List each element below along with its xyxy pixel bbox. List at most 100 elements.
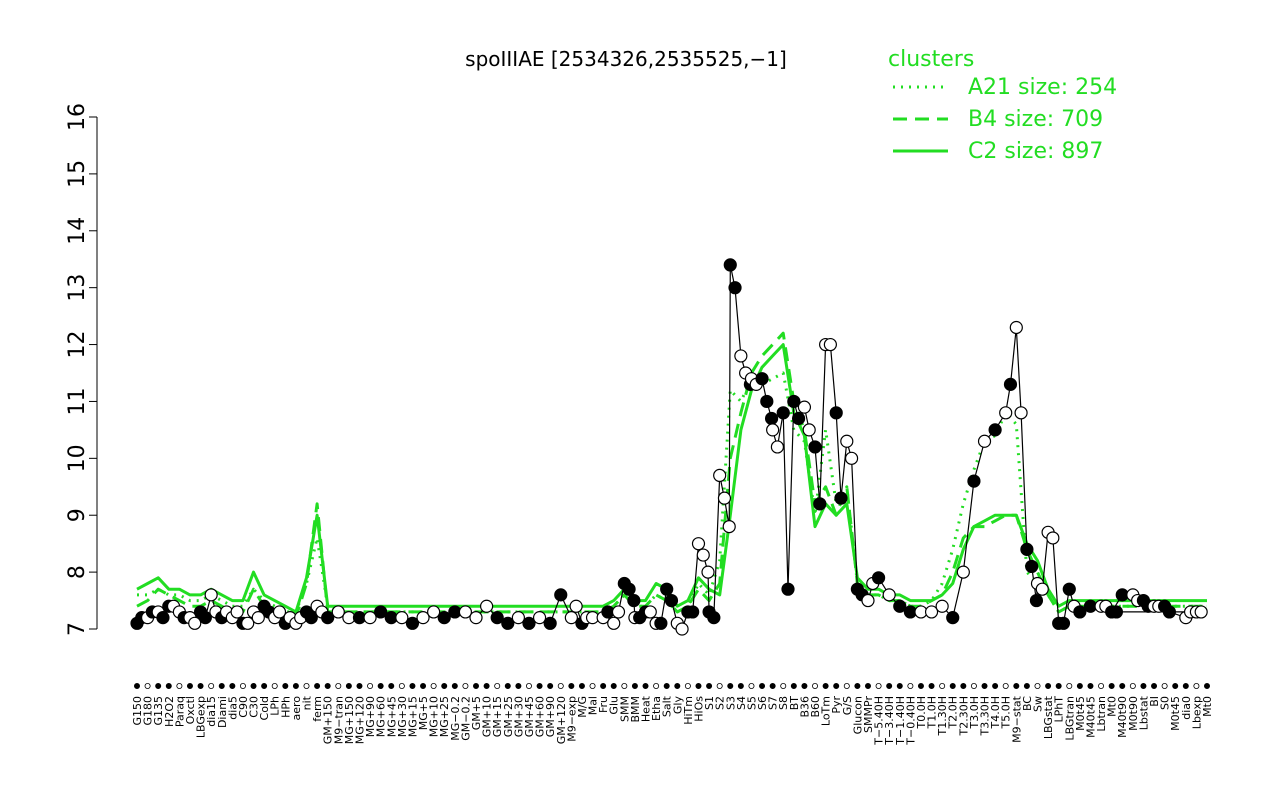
y-tick-label: 12	[65, 331, 90, 359]
x-tick-marker	[494, 683, 501, 690]
x-tick-marker	[282, 683, 289, 690]
x-tick-marker	[843, 683, 850, 690]
x-tick-label: M40t90	[1116, 696, 1129, 738]
x-tick-label: S8	[777, 696, 790, 710]
x-tick-label: Lbtran	[1095, 696, 1108, 732]
x-tick-label: MG+60	[375, 696, 388, 737]
data-point	[664, 593, 679, 608]
data-point	[760, 394, 774, 409]
data-point	[734, 349, 748, 363]
cluster-line-2	[136, 331, 1207, 620]
x-tick-marker	[483, 683, 490, 690]
x-tick-label: BC	[1021, 696, 1034, 711]
data-point	[755, 372, 769, 386]
x-tick-marker	[409, 683, 416, 690]
x-tick-label: M9−stat	[1010, 695, 1023, 742]
data-point	[643, 605, 657, 619]
x-tick-label: S0	[1159, 696, 1172, 710]
y-tick-label: 11	[65, 387, 90, 415]
x-tick-marker	[292, 683, 299, 690]
data-point	[427, 605, 441, 619]
x-tick-marker	[621, 683, 628, 690]
x-tick-marker	[769, 683, 776, 690]
x-tick-marker	[473, 683, 480, 690]
x-tick-label: S7	[767, 696, 780, 710]
data-point	[363, 611, 377, 625]
x-tick-marker	[1055, 683, 1062, 690]
x-tick-marker	[716, 683, 723, 690]
data-point	[723, 258, 737, 272]
x-tick-marker	[833, 683, 840, 690]
data-point	[935, 599, 949, 613]
data-point	[1162, 605, 1176, 619]
data-point	[770, 440, 785, 454]
x-tick-label: G180	[142, 696, 155, 726]
data-point	[1003, 377, 1018, 391]
x-tick-label: Mt0	[1106, 696, 1119, 717]
x-tick-marker	[992, 683, 999, 690]
x-tick-label: G/S	[841, 696, 854, 715]
x-tick-label: Lbexp	[1190, 696, 1203, 729]
x-tick-marker	[441, 683, 448, 690]
x-tick-label: GM+5	[470, 696, 483, 730]
x-tick-label: Diami	[216, 696, 229, 728]
data-point	[791, 411, 806, 426]
x-tick-marker	[674, 683, 681, 690]
data-point	[844, 451, 859, 465]
x-tick-label: Heat	[640, 695, 653, 722]
x-tick-label: T3.0H	[968, 696, 981, 729]
x-tick-marker	[1076, 683, 1083, 690]
x-tick-marker	[165, 683, 172, 690]
data-point	[437, 611, 451, 625]
data-point	[622, 582, 636, 596]
x-tick-label: B60	[809, 696, 822, 718]
x-tick-label: SMM	[618, 696, 631, 722]
data-point	[321, 611, 335, 625]
data-point	[691, 537, 706, 551]
data-point	[764, 411, 779, 426]
data-point	[1025, 559, 1039, 574]
x-tick-label: Lbstat	[1137, 695, 1150, 730]
x-tick-label: M0t45	[1169, 696, 1182, 731]
x-tick-label: aero	[290, 696, 303, 721]
x-tick-label: MG+5	[417, 696, 430, 730]
x-tick-label: GM+10	[481, 696, 494, 737]
x-tick-marker	[271, 683, 278, 690]
data-point	[554, 588, 568, 602]
x-tick-marker	[335, 683, 342, 690]
data-point	[1062, 582, 1076, 596]
data-point	[458, 605, 473, 619]
data-point	[611, 605, 626, 619]
data-point	[654, 616, 668, 630]
x-tick-label: MG+120	[353, 696, 366, 744]
x-tick-label: Pyr	[830, 696, 843, 714]
x-tick-marker	[960, 683, 967, 690]
x-tick-marker	[515, 683, 522, 690]
x-tick-label: GM+60	[534, 696, 547, 737]
cluster-line-1	[137, 371, 1207, 614]
data-point	[834, 491, 848, 505]
data-point	[686, 605, 700, 619]
x-tick-marker	[504, 683, 511, 690]
x-tick-label: G150	[131, 696, 144, 726]
x-tick-label: T1.0H	[926, 696, 939, 729]
x-tick-marker	[1129, 683, 1136, 690]
x-tick-marker	[525, 683, 532, 690]
x-tick-label: MG+15	[406, 696, 419, 737]
data-point	[469, 611, 483, 625]
x-tick-label: MG+25	[438, 696, 451, 737]
data-point	[331, 605, 345, 619]
x-tick-marker	[812, 683, 819, 690]
x-tick-label: LBGstat	[1042, 695, 1055, 739]
x-tick-marker	[239, 683, 246, 690]
data-point	[490, 611, 504, 625]
x-tick-marker	[759, 683, 766, 690]
x-tick-label: M40t45	[1084, 696, 1097, 738]
data-point	[607, 616, 621, 630]
x-tick-marker	[1023, 683, 1030, 690]
x-tick-marker	[144, 683, 151, 690]
x-tick-marker	[790, 683, 797, 690]
x-tick-marker	[610, 683, 617, 690]
x-tick-marker	[896, 683, 903, 690]
x-tick-label: S6	[756, 696, 769, 710]
